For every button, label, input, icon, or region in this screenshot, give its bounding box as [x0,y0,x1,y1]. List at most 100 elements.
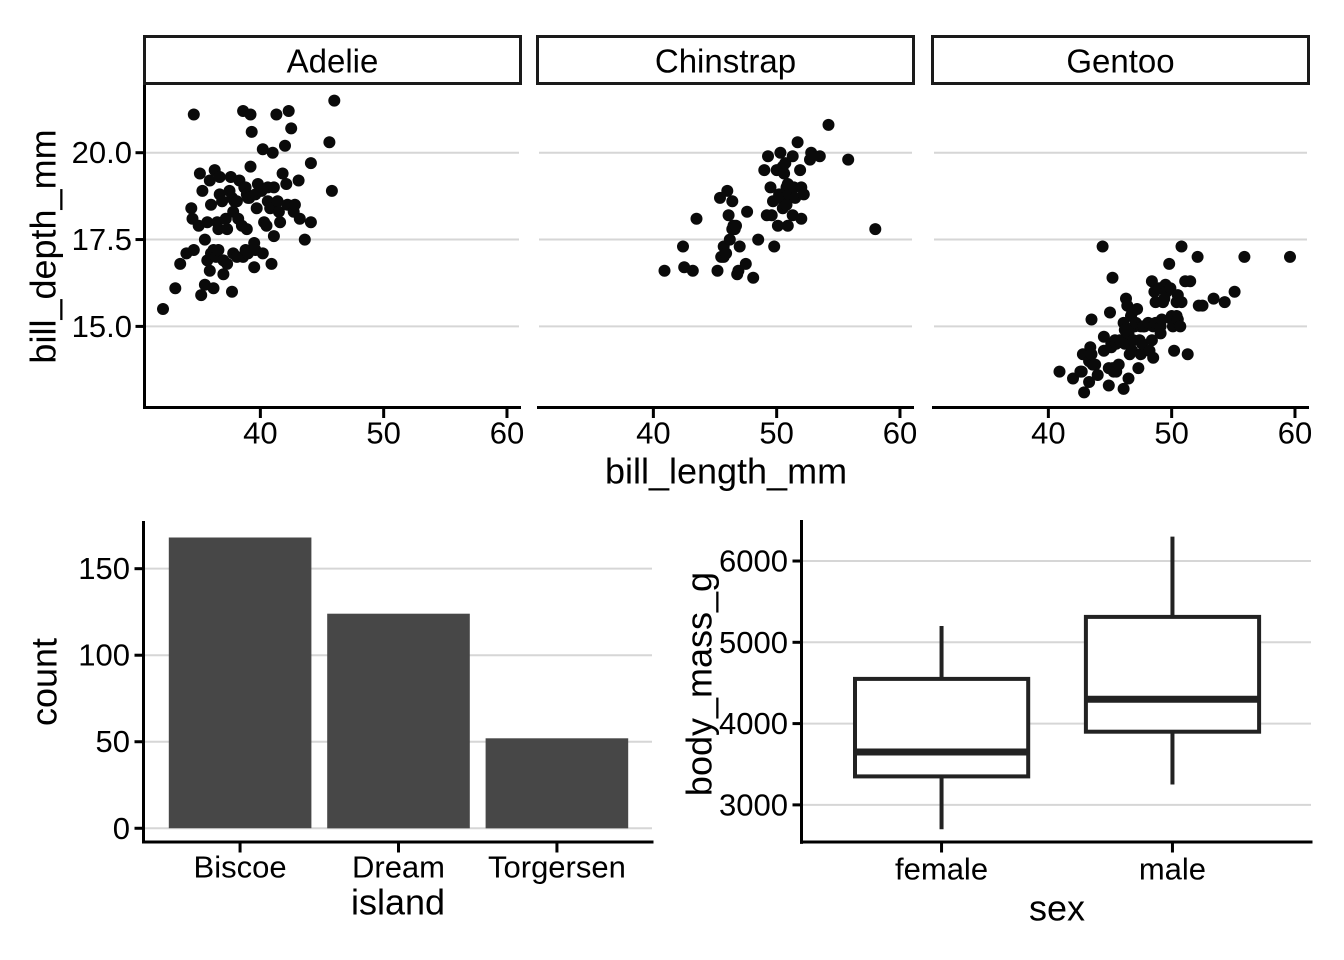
scatter-point [187,108,200,121]
y-tick-label: 4000 [719,706,788,741]
scatter-point [1083,376,1096,388]
scatter-point [794,164,807,177]
scatter-point [203,264,216,277]
scatter-point [1117,382,1130,395]
scatter-point [1238,250,1251,263]
y-tick-label: 50 [96,724,130,759]
scatter-point [711,264,724,277]
scatter-point [677,240,689,253]
scatter-point [752,233,765,246]
scatter-point [266,146,279,159]
scatter-point [722,209,735,222]
box [1083,614,1262,734]
scatter-point [187,244,200,256]
facet-strip-label: Adelie [287,43,379,80]
facet-strip-label: Chinstrap [655,43,796,80]
x-tick-label: 40 [243,416,277,451]
scatter-point [216,195,229,208]
scatter-point [795,212,808,225]
y-tick-label: 3000 [719,787,788,822]
scatter-point [1168,344,1181,357]
scatter-point [1228,285,1241,298]
facet-strip-label: Gentoo [1066,43,1174,80]
scatter-point [1132,362,1145,375]
y-axis-title: bill_depth_mm [23,129,64,363]
scatter-point [244,108,257,121]
y-tick-label: 6000 [719,544,788,579]
scatter-point [780,198,793,211]
scatter-point [207,282,220,295]
scatter-point [1131,303,1144,315]
scatter-point [157,303,169,315]
scatter-point [282,105,295,117]
scatter-point [195,289,208,302]
scatter-point [274,216,287,229]
box [853,676,1031,779]
scatter-point [185,202,198,215]
scatter-point [205,198,217,211]
scatter-point [1085,313,1098,326]
y-tick-label: 0 [113,811,130,846]
scatter-point [212,244,225,256]
x-tick-label: 50 [1154,416,1188,451]
scatter-point [196,184,209,197]
y-axis-title: count [24,638,65,726]
scatter-point [758,164,771,177]
scatter-point [1145,334,1158,347]
scatter-point [1147,351,1160,364]
scatter-point [325,184,338,197]
y-tick-label: 5000 [719,625,788,660]
scatter-point [686,264,699,277]
scatter-point [221,257,234,270]
scatter-point [1284,250,1296,263]
scatter-point [1089,358,1102,371]
scatter-point [1174,320,1187,333]
scatter-point [1104,306,1116,319]
scatter-point [1175,296,1188,309]
scatter-point [221,223,234,236]
scatter-point [298,233,311,246]
scatter-point [747,271,760,284]
scatter-point [1112,358,1125,371]
y-tick-label: 100 [78,638,130,673]
scatter-point [786,150,799,163]
scatter-point [720,247,733,260]
x-tick-label: 60 [490,416,524,451]
scatter-point [733,240,746,253]
scatter-point [323,136,336,149]
y-tick-label: 20.0 [72,135,132,170]
scatter-point [201,216,214,229]
x-axis-title: sex [1029,888,1085,929]
scatter-point [288,198,301,211]
scatter-point [1102,379,1115,392]
x-tick-label: 60 [883,416,917,451]
scatter-point [267,230,280,243]
x-tick-label: Dream [352,850,445,885]
scatter-point [174,257,187,270]
scatter-point [765,209,778,222]
scatter-point [778,167,791,180]
scatter-point [256,247,269,260]
x-tick-label: 50 [366,416,400,451]
x-tick-label: Torgersen [488,850,626,885]
scatter-point [1155,313,1168,326]
scatter-point [1207,292,1220,305]
scatter-point [304,157,317,170]
scatter-point [248,261,261,274]
scatter-point [304,216,317,229]
y-tick-label: 150 [78,551,130,586]
scatter-point [271,195,284,208]
scatter-point [690,212,703,225]
scatter-point [762,150,774,163]
bar [485,738,629,829]
y-tick-label: 15.0 [72,309,132,344]
scatter-point [256,143,269,156]
scatter-point [1191,250,1204,263]
scatter-point [1053,365,1066,378]
scatter-point [1218,296,1231,309]
scatter-point [217,268,230,281]
scatter-point [739,257,752,270]
scatter-point [1075,365,1088,378]
scatter-point [658,264,671,277]
